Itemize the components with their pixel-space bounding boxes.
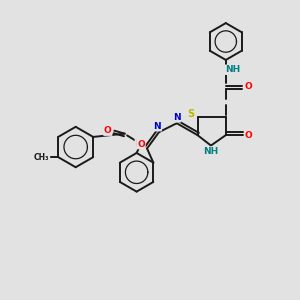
Text: NH: NH [203,147,218,156]
Text: O: O [244,82,252,91]
Text: N: N [173,113,181,122]
Text: S: S [188,109,195,119]
Text: O: O [245,130,253,140]
Text: O: O [137,140,145,148]
Text: O: O [104,126,112,135]
Text: N: N [154,122,161,131]
Text: CH₃: CH₃ [34,153,50,162]
Text: NH: NH [225,65,240,74]
Text: H: H [135,139,142,148]
